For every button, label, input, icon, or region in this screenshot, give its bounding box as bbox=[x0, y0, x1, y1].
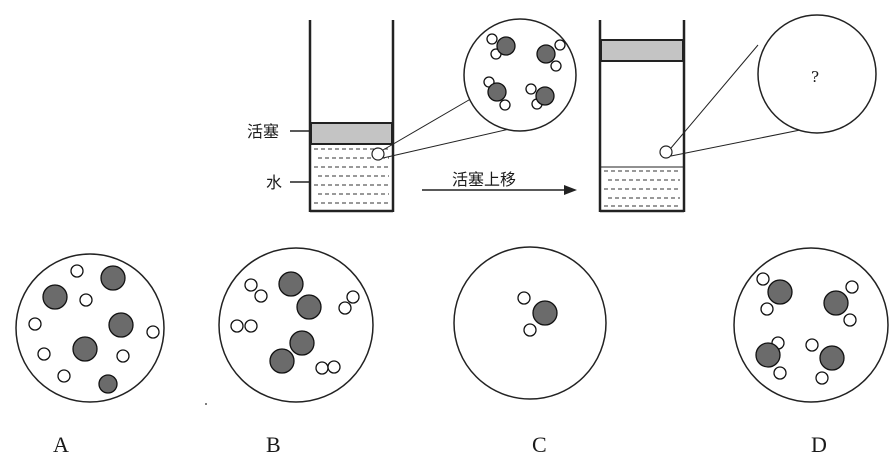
stray-dot bbox=[205, 403, 207, 405]
water-molecule bbox=[755, 336, 787, 380]
process-arrow: 活塞上移 bbox=[422, 170, 577, 195]
water-molecule bbox=[525, 83, 555, 110]
water-molecule bbox=[486, 33, 516, 60]
left-piston bbox=[310, 122, 393, 145]
right-zoom-spot bbox=[659, 145, 673, 159]
option-a-label[interactable]: A bbox=[53, 432, 69, 457]
water-molecule bbox=[756, 272, 793, 316]
option-d-circle[interactable] bbox=[733, 247, 889, 403]
arrow-label: 活塞上移 bbox=[452, 170, 516, 189]
question-mark: ? bbox=[811, 68, 819, 86]
water-molecule bbox=[517, 291, 558, 337]
water-molecule bbox=[536, 39, 566, 72]
right-zoom-circle: ? bbox=[757, 14, 877, 134]
option-d-label[interactable]: D bbox=[811, 432, 827, 457]
right-water bbox=[604, 170, 680, 207]
option-c-label[interactable]: C bbox=[532, 432, 547, 457]
right-piston bbox=[600, 39, 684, 62]
piston-label: 活塞 bbox=[247, 122, 279, 141]
option-b-circle[interactable] bbox=[218, 247, 374, 403]
water-molecule bbox=[823, 280, 859, 327]
option-b-label[interactable]: B bbox=[266, 432, 281, 457]
right-cylinder bbox=[598, 20, 821, 213]
water-label: 水 bbox=[266, 173, 282, 192]
option-c-circle[interactable] bbox=[453, 246, 607, 400]
water-molecule bbox=[805, 338, 845, 385]
option-a-circle[interactable] bbox=[15, 253, 165, 403]
left-cylinder: 活塞 水 bbox=[247, 20, 528, 213]
water-molecule bbox=[483, 76, 511, 111]
left-zoom-circle bbox=[463, 18, 577, 132]
left-zoom-spot bbox=[371, 147, 385, 161]
